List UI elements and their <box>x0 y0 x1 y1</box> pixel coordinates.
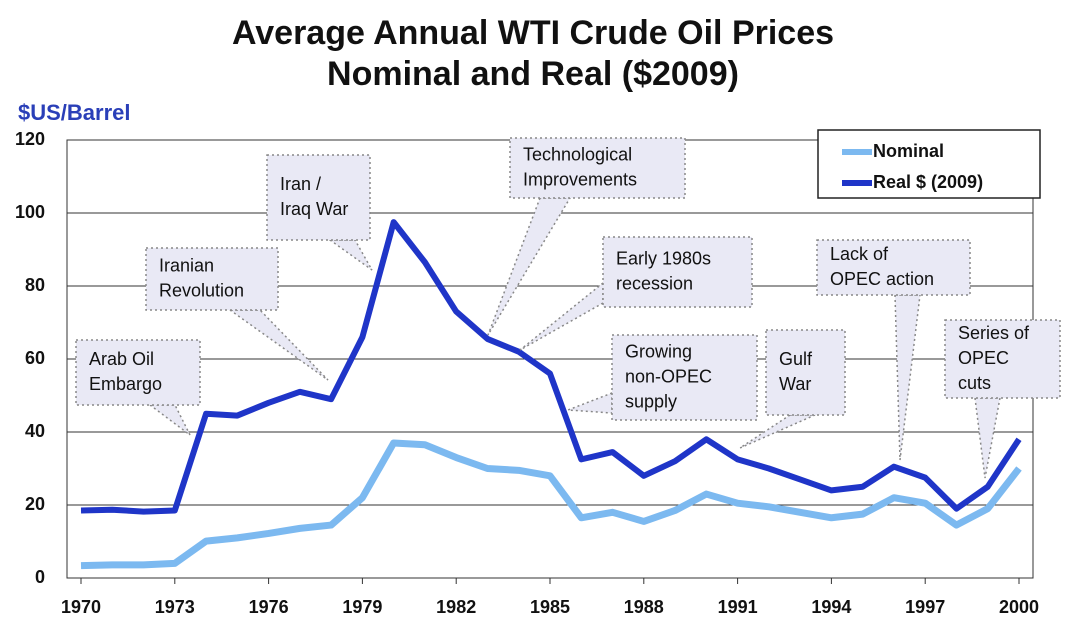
annotation-pointer <box>487 197 572 336</box>
x-tick-label: 1985 <box>530 597 570 617</box>
x-tick-label: 1997 <box>905 597 945 617</box>
y-tick-label: 80 <box>25 275 45 295</box>
annotation-pointer <box>974 397 1001 479</box>
annotation-box <box>944 319 1061 399</box>
annotation-text: Growing <box>625 341 692 361</box>
annotation-text: cuts <box>958 373 991 393</box>
annotation-text: Gulf <box>779 349 813 369</box>
annotation-box <box>266 154 371 241</box>
annotation: Series of OPEC cuts <box>944 319 1061 479</box>
annotation-text: non-OPEC <box>625 366 712 386</box>
annotation-pointer <box>327 239 373 271</box>
annotation-text: War <box>779 374 811 394</box>
series-line <box>80 439 1022 570</box>
annotation-box <box>602 236 753 308</box>
legend-label: Nominal <box>873 141 944 161</box>
annotation-text: Iraq War <box>280 199 348 219</box>
x-tick-label: 1994 <box>811 597 851 617</box>
x-tick-label: 1973 <box>155 597 195 617</box>
annotation-text: Embargo <box>89 374 162 394</box>
x-tick-label: 1988 <box>624 597 664 617</box>
annotation-text: recession <box>616 273 693 293</box>
annotation-text: Arab Oil <box>89 349 154 369</box>
y-tick-label: 60 <box>25 348 45 368</box>
chart-subtitle: Nominal and Real ($2009) <box>327 55 739 93</box>
annotation-box <box>765 329 846 416</box>
annotation-pointer <box>739 414 816 449</box>
annotation: Lack of OPEC action <box>816 239 971 461</box>
annotation-text: Series of <box>958 323 1030 343</box>
annotation-box <box>145 247 279 311</box>
y-tick-label: 40 <box>25 421 45 441</box>
chart-title: Average Annual WTI Crude Oil Prices <box>232 14 834 52</box>
legend: Nominal Real $ (2009) <box>817 129 1041 199</box>
annotation-box <box>75 339 201 406</box>
annotation-text: Improvements <box>523 169 637 189</box>
annotation-box <box>611 334 758 421</box>
annotation-pointer <box>894 294 921 461</box>
annotation-text: Technological <box>523 144 632 164</box>
x-tick-label: 1979 <box>342 597 382 617</box>
annotation-text: Lack of <box>830 244 889 264</box>
y-tick-label: 0 <box>35 567 45 587</box>
y-tick-label: 20 <box>25 494 45 514</box>
annotation-text: supply <box>625 391 677 411</box>
annotation-text: Revolution <box>159 280 244 300</box>
annotation-text: Early 1980s <box>616 248 711 268</box>
x-tick-label: 2000 <box>999 597 1039 617</box>
annotation: Iranian Revolution <box>145 247 329 381</box>
y-axis-label: $US/Barrel <box>18 100 131 125</box>
annotation: Arab Oil Embargo <box>75 339 201 436</box>
annotation: Technological Improvements <box>487 137 686 336</box>
annotation-text: OPEC <box>958 348 1009 368</box>
annotation: Iran / Iraq War <box>266 154 373 271</box>
annotation: Gulf War <box>739 329 846 449</box>
annotation-box <box>509 137 686 199</box>
annotation-pointer <box>147 404 191 436</box>
annotation-pointer <box>519 281 604 351</box>
x-tick-label: 1991 <box>718 597 758 617</box>
y-tick-label: 120 <box>15 129 45 149</box>
legend-box <box>817 129 1041 199</box>
annotation-text: OPEC action <box>830 269 934 289</box>
y-tick-label: 100 <box>15 202 45 222</box>
annotation-box <box>816 239 971 296</box>
legend-label: Real $ (2009) <box>873 172 983 192</box>
annotation-pointer <box>567 391 613 414</box>
series-line <box>80 219 1022 515</box>
x-tick-label: 1976 <box>249 597 289 617</box>
annotation: Growing non-OPEC supply <box>567 334 758 421</box>
x-tick-label: 1970 <box>61 597 101 617</box>
x-tick-label: 1982 <box>436 597 476 617</box>
annotation-text: Iran / <box>280 174 321 194</box>
annotation-pointer <box>227 309 329 381</box>
annotation: Early 1980s recession <box>519 236 753 351</box>
annotation-text: Iranian <box>159 255 214 275</box>
